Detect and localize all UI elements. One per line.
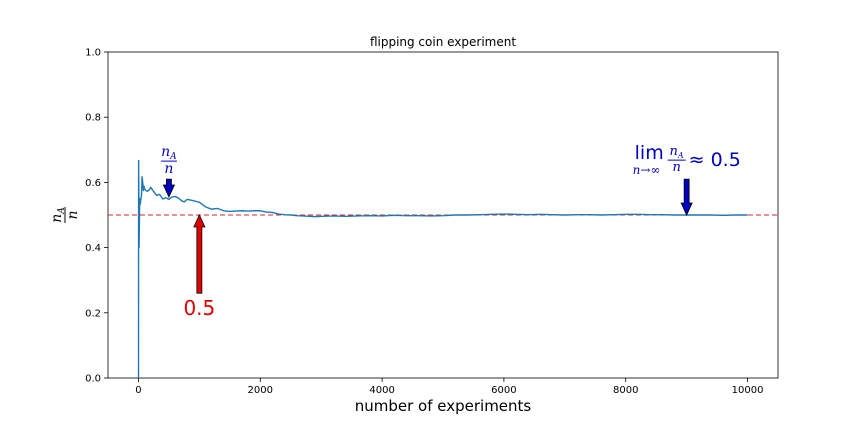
limit-arrow [680, 178, 693, 216]
limit-lim: lim [635, 142, 664, 164]
ratio-sub: A [169, 152, 177, 162]
plot-area: 0 2000 4000 6000 8000 10000 0.0 0.2 0.4 0.6 0.8 1.0 [85, 48, 779, 396]
series-line [137, 159, 748, 379]
y-tick-label: 1.0 [85, 48, 101, 59]
x-tick-label: 0 [135, 385, 141, 396]
y-axis-label: nAn [49, 207, 81, 223]
half-arrow [193, 214, 206, 294]
limit-rhs: ≈ 0.5 [689, 149, 741, 171]
ratio-arrow [162, 178, 176, 199]
limit-numerator: nA [670, 144, 684, 160]
x-axis-label: number of experiments [355, 397, 532, 415]
x-tick-label: 10000 [732, 385, 764, 396]
x-tick-label: 8000 [613, 385, 638, 396]
y-tick-label: 0.4 [85, 243, 101, 254]
ratio-numerator: nA [161, 144, 177, 162]
half-label: 0.5 [183, 296, 215, 320]
y-tick-label: 0.2 [85, 308, 101, 319]
y-tick-label: 0.6 [85, 178, 101, 189]
x-tick-label: 4000 [369, 385, 394, 396]
y-label-denominator: n [65, 210, 81, 219]
chart-title: flipping coin experiment [370, 35, 516, 49]
limit-lim-sub: n→∞ [633, 163, 661, 177]
ratio-label: nAn [160, 144, 177, 177]
y-label-sub: A [57, 207, 67, 215]
limit-denominator: n [672, 160, 680, 175]
x-tick-label: 2000 [248, 385, 273, 396]
y-tick-label: 0.0 [85, 374, 101, 385]
limit-sub: A [677, 151, 684, 160]
x-tick-label: 6000 [491, 385, 516, 396]
y-tick-label: 0.8 [85, 113, 101, 124]
ratio-denominator: n [164, 161, 173, 177]
